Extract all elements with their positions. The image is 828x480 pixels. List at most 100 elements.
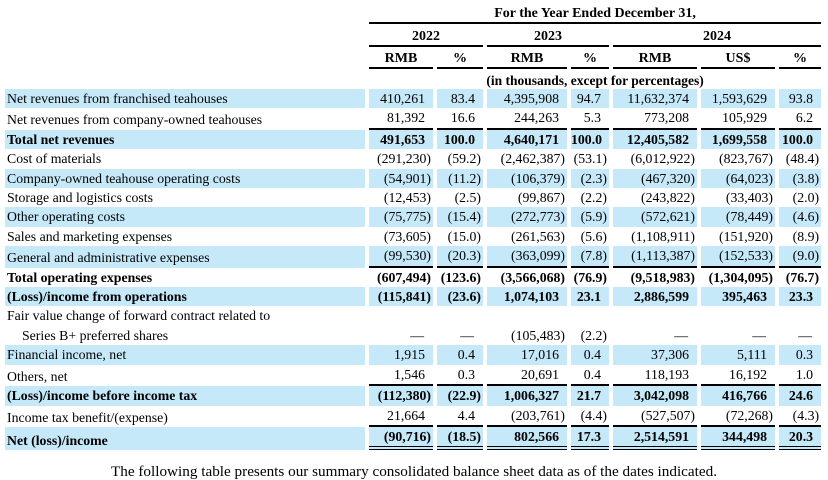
cell-value: (3,566,068) — [500, 269, 565, 285]
cell-value: 83.4 — [437, 89, 483, 109]
cell-value: 0.3 — [779, 345, 822, 365]
cell-value: 5,111 — [701, 345, 775, 365]
row-label: Storage and logistics costs — [7, 190, 153, 206]
column-header-pct-2023: % — [571, 47, 609, 69]
row-label: (Loss)/income from operations — [5, 287, 365, 307]
cell-value: (1,113,387) — [613, 246, 697, 268]
table-title: For the Year Ended December 31, — [369, 3, 822, 24]
header-corner-cell — [5, 24, 365, 47]
cell-value: (115,841) — [369, 287, 433, 307]
cell-value: (152,533) — [701, 246, 775, 268]
cell-value: (261,563) — [510, 228, 565, 244]
table-row: Storage and logistics costs (12,453) (2.5)… — [5, 188, 821, 207]
cell-value: (527,507) — [613, 406, 697, 427]
cell-value: 12,405,582 — [613, 129, 697, 150]
column-header-pct-2024: % — [779, 47, 822, 69]
row-label: Net (loss)/income — [5, 426, 365, 451]
cell-value: 0.4 — [571, 365, 609, 387]
cell-value: 1,006,327 — [487, 386, 567, 406]
cell-value: (2.5) — [454, 190, 481, 206]
cell-value: 6.2 — [779, 108, 822, 130]
cell-value: (22.9) — [437, 386, 483, 406]
cell-value: (76.9) — [573, 269, 607, 285]
header-corner-cell — [5, 47, 365, 69]
cell-value: (59.2) — [447, 151, 481, 167]
cell-value: 2,886,599 — [613, 287, 697, 307]
cell-value: (48.4) — [785, 151, 820, 167]
cell-value: (90,716) — [369, 426, 433, 451]
row-label: Cost of materials — [7, 151, 102, 167]
cell-value: 20.3 — [779, 426, 822, 451]
cell-value: 344,498 — [701, 426, 775, 451]
table-row: Net revenues from company-owned teahouse… — [5, 108, 822, 130]
cell-value: — — [410, 327, 424, 343]
cell-value: (607,494) — [376, 269, 431, 285]
cell-value: 24.6 — [779, 386, 822, 406]
table-row: Total net revenues 491,653 100.0 4,640,171 1… — [5, 129, 822, 150]
column-header-pct-2022: % — [437, 47, 483, 69]
cell-value: (9.0) — [779, 246, 822, 268]
cell-value: (8.9) — [792, 228, 820, 244]
cell-value: 3,042,098 — [613, 386, 697, 406]
cell-value: 1,699,558 — [701, 129, 775, 150]
cell-value: (12,453) — [383, 190, 431, 206]
cell-value: (33,403) — [725, 190, 773, 206]
cell-value: (291,230) — [376, 151, 431, 167]
cell-value: 11,632,374 — [613, 89, 697, 109]
year-header-2024: 2024 — [613, 24, 822, 47]
cell-value: 802,566 — [487, 426, 567, 451]
row-label: Total net revenues — [5, 129, 365, 150]
row-label: Company-owned teahouse operating costs — [5, 168, 365, 189]
cell-value: (23.6) — [437, 287, 483, 307]
cell-value: 21,664 — [369, 406, 433, 427]
table-row: Total operating expenses (607,494) (123.6)… — [5, 268, 821, 287]
cell-value: 1,593,629 — [701, 89, 775, 109]
column-header-rmb-2024: RMB — [613, 47, 697, 69]
table-row: (Loss)/income from operations (115,841) (2… — [5, 287, 822, 307]
cell-value: (54,901) — [369, 168, 433, 189]
cell-value: (20.3) — [437, 246, 483, 268]
cell-value: (823,767) — [718, 151, 773, 167]
cell-value: (106,379) — [487, 168, 567, 189]
cell-value: (73,605) — [383, 228, 431, 244]
cell-value: (15.0) — [447, 228, 481, 244]
table-row: Financial income, net 1,915 0.4 17,016 0.4 37… — [5, 345, 822, 365]
cell-value: 410,261 — [369, 89, 433, 109]
cell-value: 16,192 — [701, 365, 775, 387]
row-label: Fair value change of forward contract re… — [7, 308, 271, 343]
cell-value: 94.7 — [571, 89, 609, 109]
cell-value: (203,761) — [487, 406, 567, 427]
row-label: Sales and marketing expenses — [7, 228, 173, 244]
cell-value: 4.4 — [437, 406, 483, 427]
column-header-rmb-2023: RMB — [487, 47, 567, 69]
cell-value: (363,099) — [487, 246, 567, 268]
cell-value: — — [752, 327, 766, 343]
cell-value: (76.7) — [785, 269, 820, 285]
cell-value: (4.3) — [779, 406, 822, 427]
cell-value: (2.3) — [571, 168, 609, 189]
cell-value: 100.0 — [437, 129, 483, 150]
cell-value: (5.9) — [571, 207, 609, 227]
cell-value: 416,766 — [701, 386, 775, 406]
cell-value: (105,483) — [510, 327, 565, 343]
cell-value: 395,463 — [701, 287, 775, 307]
cell-value: (5.6) — [580, 228, 607, 244]
cell-value: 5.3 — [571, 108, 609, 130]
cell-value: (2.2) — [580, 190, 607, 206]
cell-value: — — [460, 327, 474, 343]
cell-value: 773,208 — [613, 108, 697, 130]
cell-value: 23.1 — [571, 287, 609, 307]
cell-value: 23.3 — [779, 287, 822, 307]
footer-paragraph: The following table presents our summary… — [110, 463, 718, 480]
column-header-rmb-2022: RMB — [369, 47, 433, 69]
cell-value: (11.2) — [437, 168, 483, 189]
cell-value: (9,518,983) — [630, 269, 695, 285]
cell-value: 100.0 — [779, 129, 822, 150]
cell-value: 244,263 — [487, 108, 567, 130]
cell-value: 1,915 — [369, 345, 433, 365]
table-row: Sales and marketing expenses (73,605) (15.… — [5, 227, 821, 246]
cell-value: 491,653 — [369, 129, 433, 150]
row-label: Total operating expenses — [7, 269, 153, 285]
cell-value: (2.0) — [792, 190, 820, 206]
